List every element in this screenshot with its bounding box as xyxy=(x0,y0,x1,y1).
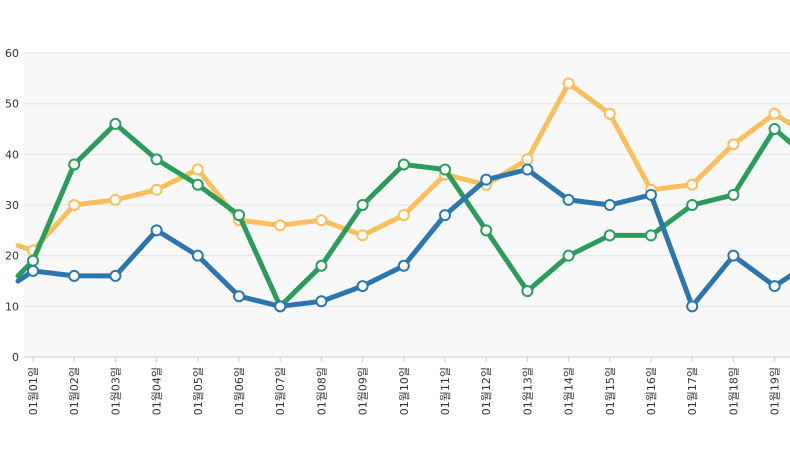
data-point[interactable] xyxy=(109,269,122,282)
data-point[interactable] xyxy=(562,249,575,262)
x-tick-label: 01월15일 xyxy=(603,367,617,415)
data-point[interactable] xyxy=(233,209,245,222)
data-point[interactable] xyxy=(233,290,245,303)
x-tick-label: 01월19일 xyxy=(768,367,782,415)
data-point[interactable] xyxy=(603,107,616,120)
y-axis-ticks: 0 10 20 30 40 50 60 xyxy=(5,47,19,364)
data-point[interactable] xyxy=(603,199,616,211)
data-point[interactable] xyxy=(480,224,493,237)
data-point[interactable] xyxy=(191,163,204,176)
x-tick-label: 01월06일 xyxy=(232,367,246,415)
data-point[interactable] xyxy=(439,209,451,222)
y-tick-label: 50 xyxy=(5,98,19,111)
x-tick-label: 01월03일 xyxy=(108,367,122,415)
x-tick-label: 01월16일 xyxy=(644,367,658,415)
y-tick-label: 60 xyxy=(5,47,19,60)
data-point[interactable] xyxy=(397,158,410,171)
data-point[interactable] xyxy=(768,280,781,293)
x-tick-label: 01월02일 xyxy=(67,367,81,415)
data-point[interactable] xyxy=(150,224,163,237)
data-point[interactable] xyxy=(109,117,122,130)
data-point[interactable] xyxy=(315,295,328,308)
data-point[interactable] xyxy=(562,193,575,206)
data-point[interactable] xyxy=(150,153,163,166)
y-tick-label: 20 xyxy=(5,250,19,263)
data-point[interactable] xyxy=(109,193,122,206)
x-tick-label: 01월09일 xyxy=(356,367,370,415)
x-tick-label: 01월07일 xyxy=(273,367,287,415)
data-point[interactable] xyxy=(356,280,369,293)
data-point[interactable] xyxy=(356,229,369,242)
x-tick-label: 01월14일 xyxy=(562,367,576,415)
data-point[interactable] xyxy=(645,229,657,242)
data-point[interactable] xyxy=(562,77,575,90)
x-axis-ticks: 01월01일 01월02일 01월03일 01월04일 01월05일 01월06일 01월0… xyxy=(26,357,782,415)
y-tick-label: 10 xyxy=(5,300,19,313)
data-point[interactable] xyxy=(315,259,328,272)
series-group xyxy=(15,77,790,313)
x-tick-label: 01월05일 xyxy=(191,367,205,415)
data-point[interactable] xyxy=(274,300,287,313)
data-point[interactable] xyxy=(27,254,39,267)
data-point[interactable] xyxy=(768,123,781,135)
data-point[interactable] xyxy=(191,249,204,262)
data-point[interactable] xyxy=(645,188,657,201)
data-point[interactable] xyxy=(439,163,451,176)
data-point[interactable] xyxy=(768,107,781,120)
x-tick-label: 01월12일 xyxy=(479,367,493,415)
x-tick-label: 01월10일 xyxy=(397,367,411,415)
data-point[interactable] xyxy=(686,300,699,313)
data-point[interactable] xyxy=(727,188,740,201)
data-point[interactable] xyxy=(480,173,493,186)
x-tick-label: 01월18일 xyxy=(726,367,740,415)
x-tick-label: 01월11일 xyxy=(438,367,452,415)
data-point[interactable] xyxy=(686,178,699,191)
data-point[interactable] xyxy=(191,178,204,191)
data-point[interactable] xyxy=(603,229,616,242)
series-3 xyxy=(15,163,790,313)
data-point[interactable] xyxy=(521,163,534,176)
data-point[interactable] xyxy=(521,285,534,298)
data-point[interactable] xyxy=(521,153,534,166)
data-point[interactable] xyxy=(68,199,81,211)
data-point[interactable] xyxy=(274,219,287,232)
data-point[interactable] xyxy=(727,138,740,151)
data-point[interactable] xyxy=(727,249,740,262)
y-tick-label: 30 xyxy=(5,199,19,212)
data-point[interactable] xyxy=(686,199,699,211)
data-point[interactable] xyxy=(397,209,410,222)
data-point[interactable] xyxy=(68,158,81,171)
data-point[interactable] xyxy=(27,264,39,277)
data-point[interactable] xyxy=(397,259,410,272)
x-tick-label: 01월08일 xyxy=(314,367,328,415)
data-point[interactable] xyxy=(356,199,369,211)
y-tick-label: 0 xyxy=(12,351,19,364)
x-tick-label: 01월13일 xyxy=(520,367,534,415)
y-tick-label: 40 xyxy=(5,148,19,161)
data-point[interactable] xyxy=(68,269,81,282)
series-2 xyxy=(15,117,790,313)
x-tick-label: 01월04일 xyxy=(150,367,164,415)
data-point[interactable] xyxy=(315,214,328,227)
x-tick-label: 01월01일 xyxy=(26,367,40,415)
data-point[interactable] xyxy=(150,183,163,196)
x-tick-label: 01월17일 xyxy=(685,367,699,415)
